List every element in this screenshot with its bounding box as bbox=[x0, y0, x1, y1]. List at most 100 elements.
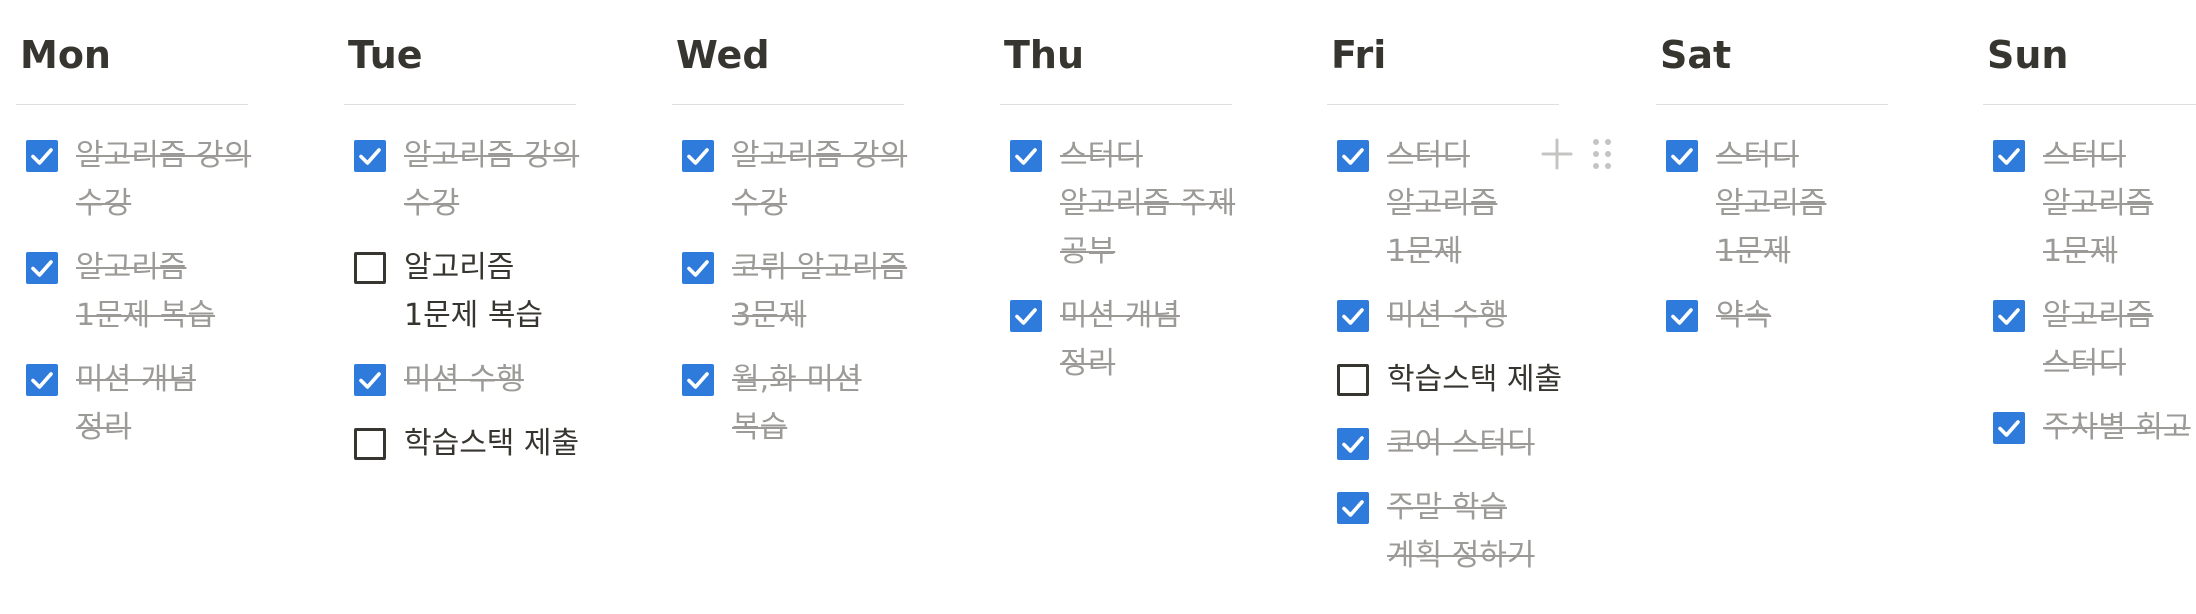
todo-text[interactable]: 스터디 알고리즘 1문제 bbox=[1716, 138, 1827, 269]
todo-text[interactable]: 스터디 알고리즘 주제 공부 bbox=[1060, 138, 1236, 269]
check-icon bbox=[359, 372, 381, 389]
check-icon bbox=[31, 372, 53, 389]
day-heading[interactable]: Mon bbox=[20, 33, 111, 77]
todo-text[interactable]: 코뤼 알고리즘 3문제 bbox=[732, 250, 908, 333]
check-icon bbox=[687, 372, 709, 389]
todo-text[interactable]: 알고리즘 강의 수강 bbox=[76, 138, 252, 221]
todo-item: 스터디 알고리즘 주제 공부 bbox=[1000, 132, 1240, 276]
divider bbox=[1983, 104, 2196, 105]
todo-checkbox[interactable] bbox=[26, 364, 58, 396]
check-icon bbox=[1998, 420, 2020, 437]
check-icon bbox=[1015, 148, 1037, 165]
todo-item: 미션 수행 bbox=[1327, 292, 1567, 340]
todo-item: 스터디 알고리즘 1문제 bbox=[1983, 132, 2196, 276]
todo-text[interactable]: 미션 수행 bbox=[404, 362, 524, 397]
todo-text[interactable]: 스터디 알고리즘 1문제 bbox=[2043, 138, 2154, 269]
todo-item: 알고리즘 1문제 복습 bbox=[344, 244, 584, 340]
check-icon bbox=[1671, 308, 1693, 325]
todo-text[interactable]: 약속 bbox=[1716, 298, 1772, 333]
day-heading[interactable]: Wed bbox=[676, 33, 770, 77]
todo-checkbox[interactable] bbox=[1337, 428, 1369, 460]
todo-item: 코어 스터디 bbox=[1327, 420, 1567, 468]
todo-text[interactable]: 코어 스터디 bbox=[1387, 426, 1535, 461]
check-icon bbox=[687, 260, 709, 277]
todo-item: 약속 bbox=[1656, 292, 1896, 340]
plus-icon[interactable] bbox=[1540, 134, 1574, 174]
todo-checkbox[interactable] bbox=[1666, 300, 1698, 332]
todo-list: 알고리즘 강의 수강 알고리즘 1문제 복습 미션 수행 학습스택 제출 bbox=[344, 132, 584, 484]
check-icon bbox=[1342, 500, 1364, 517]
todo-item: 미션 개념 정리 bbox=[1000, 292, 1240, 388]
day-heading[interactable]: Sat bbox=[1660, 33, 1732, 77]
todo-item: 코뤼 알고리즘 3문제 bbox=[672, 244, 912, 340]
todo-checkbox[interactable] bbox=[1337, 364, 1369, 396]
todo-item: 미션 개념 정리 bbox=[16, 356, 256, 452]
drag-handle-icon[interactable] bbox=[1590, 134, 1614, 174]
todo-checkbox[interactable] bbox=[26, 252, 58, 284]
todo-checkbox[interactable] bbox=[1993, 140, 2025, 172]
todo-list: 스터디 알고리즘 주제 공부 미션 개념 정리 bbox=[1000, 132, 1240, 404]
todo-checkbox[interactable] bbox=[354, 364, 386, 396]
day-heading[interactable]: Sun bbox=[1987, 33, 2069, 77]
todo-list: 스터디 알고리즘 1문제 약속 bbox=[1656, 132, 1896, 356]
todo-checkbox[interactable] bbox=[1337, 300, 1369, 332]
todo-text[interactable]: 알고리즘 스터디 bbox=[2043, 298, 2154, 381]
todo-list: 스터디 알고리즘 1문제 미션 수행 학습스택 제출 코어 스터디 주말 학습 bbox=[1327, 132, 1567, 596]
todo-checkbox[interactable] bbox=[1337, 140, 1369, 172]
todo-checkbox[interactable] bbox=[682, 252, 714, 284]
check-icon bbox=[31, 260, 53, 277]
todo-text[interactable]: 미션 개념 정리 bbox=[76, 362, 196, 445]
check-icon bbox=[1671, 148, 1693, 165]
check-icon bbox=[359, 148, 381, 165]
check-icon bbox=[1998, 308, 2020, 325]
todo-list: 스터디 알고리즘 1문제 알고리즘 스터디 주차별 회고 bbox=[1983, 132, 2196, 468]
day-heading[interactable]: Tue bbox=[348, 33, 423, 77]
todo-checkbox[interactable] bbox=[1010, 300, 1042, 332]
todo-checkbox[interactable] bbox=[1993, 300, 2025, 332]
todo-checkbox[interactable] bbox=[1337, 492, 1369, 524]
todo-item: 학습스택 제출 bbox=[344, 420, 584, 468]
todo-item: 알고리즘 강의 수강 bbox=[16, 132, 256, 228]
divider bbox=[344, 104, 576, 105]
todo-checkbox[interactable] bbox=[354, 252, 386, 284]
todo-item: 스터디 알고리즘 1문제 bbox=[1327, 132, 1567, 276]
todo-text[interactable]: 알고리즘 1문제 복습 bbox=[404, 250, 544, 333]
todo-text[interactable]: 스터디 알고리즘 1문제 bbox=[1387, 138, 1498, 269]
check-icon bbox=[1342, 148, 1364, 165]
check-icon bbox=[1342, 436, 1364, 453]
divider bbox=[16, 104, 248, 105]
todo-text[interactable]: 알고리즘 1문제 복습 bbox=[76, 250, 216, 333]
todo-checkbox[interactable] bbox=[354, 428, 386, 460]
todo-checkbox[interactable] bbox=[354, 140, 386, 172]
todo-item: 스터디 알고리즘 1문제 bbox=[1656, 132, 1896, 276]
divider bbox=[1000, 104, 1232, 105]
todo-item: 학습스택 제출 bbox=[1327, 356, 1567, 404]
todo-text[interactable]: 주차별 회고 bbox=[2043, 410, 2191, 445]
todo-checkbox[interactable] bbox=[682, 140, 714, 172]
todo-text[interactable]: 미션 개념 정리 bbox=[1060, 298, 1180, 381]
day-heading[interactable]: Fri bbox=[1331, 33, 1387, 77]
divider bbox=[672, 104, 904, 105]
todo-checkbox[interactable] bbox=[682, 364, 714, 396]
todo-checkbox[interactable] bbox=[1666, 140, 1698, 172]
todo-checkbox[interactable] bbox=[1993, 412, 2025, 444]
divider bbox=[1656, 104, 1888, 105]
todo-text[interactable]: 학습스택 제출 bbox=[1387, 362, 1563, 397]
todo-item: 알고리즘 1문제 복습 bbox=[16, 244, 256, 340]
todo-checkbox[interactable] bbox=[1010, 140, 1042, 172]
todo-item: 주말 학습 계획 정하기 bbox=[1327, 484, 1567, 580]
todo-text[interactable]: 알고리즘 강의 수강 bbox=[404, 138, 580, 221]
todo-checkbox[interactable] bbox=[26, 140, 58, 172]
check-icon bbox=[1342, 308, 1364, 325]
check-icon bbox=[1015, 308, 1037, 325]
day-heading[interactable]: Thu bbox=[1004, 33, 1085, 77]
todo-list: 알고리즘 강의 수강 알고리즘 1문제 복습 미션 개념 정리 bbox=[16, 132, 256, 468]
todo-item: 알고리즘 스터디 bbox=[1983, 292, 2196, 388]
todo-item: 주차별 회고 bbox=[1983, 404, 2196, 452]
todo-item: 월,화 미션 복습 bbox=[672, 356, 912, 452]
todo-text[interactable]: 미션 수행 bbox=[1387, 298, 1507, 333]
todo-text[interactable]: 주말 학습 계획 정하기 bbox=[1387, 490, 1535, 573]
todo-text[interactable]: 월,화 미션 복습 bbox=[732, 362, 862, 445]
todo-text[interactable]: 알고리즘 강의 수강 bbox=[732, 138, 908, 221]
todo-text[interactable]: 학습스택 제출 bbox=[404, 426, 580, 461]
